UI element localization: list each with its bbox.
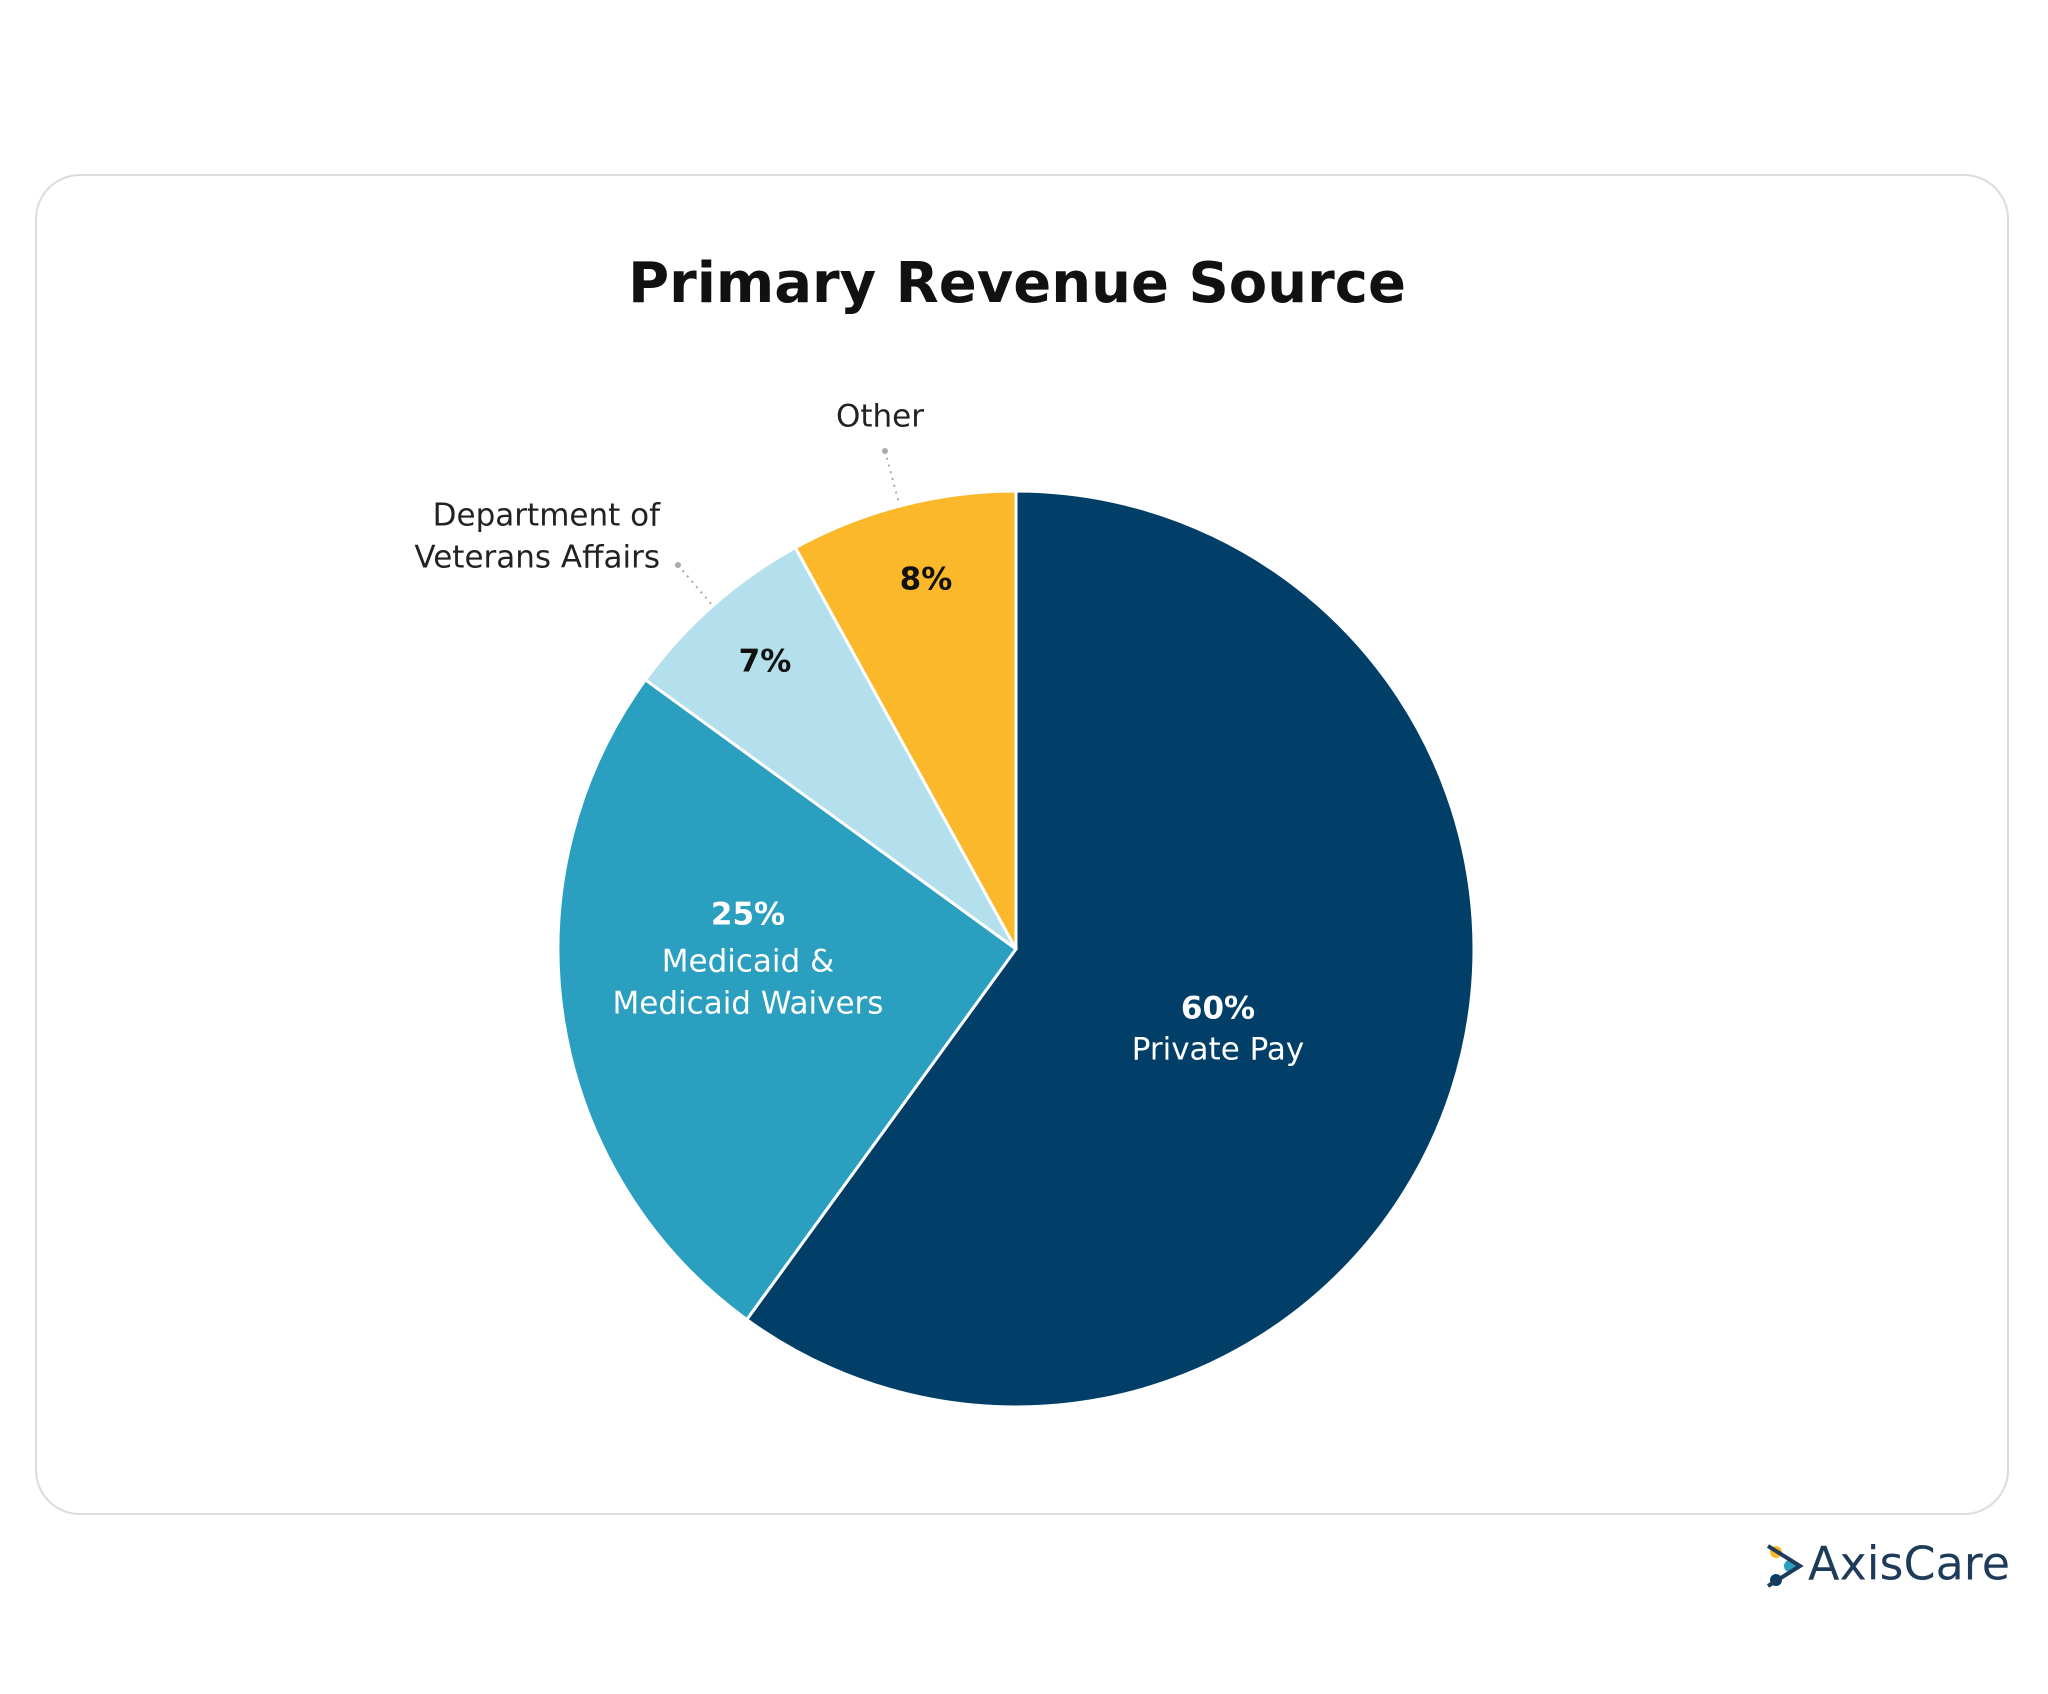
pie-slice: [556, 677, 1019, 1322]
category-label: Private Pay: [1132, 1032, 1305, 1068]
value-label: 8%: [900, 562, 953, 598]
pie-slice: [643, 545, 1018, 951]
leader-dot: [882, 448, 888, 454]
category-label: Medicaid &: [662, 944, 834, 980]
chart-title: Primary Revenue Source: [628, 251, 1406, 316]
category-label: Department of: [433, 498, 661, 534]
category-label: Veterans Affairs: [414, 540, 660, 576]
brand-name: AxisCare: [1808, 1537, 2010, 1591]
brand-logo: AxisCare: [1766, 1537, 2010, 1591]
pie-slice: [744, 489, 1476, 1409]
value-label: 25%: [711, 897, 785, 933]
pie-slice: [793, 489, 1018, 950]
logo-arrow: [1766, 1544, 1804, 1588]
value-label: 60%: [1181, 991, 1255, 1027]
category-label: Medicaid Waivers: [613, 986, 884, 1022]
category-label: Other: [836, 399, 924, 435]
leader-dot: [675, 562, 681, 568]
leader-line: [884, 450, 900, 504]
leader-line: [677, 564, 713, 606]
value-label: 7%: [739, 644, 792, 680]
